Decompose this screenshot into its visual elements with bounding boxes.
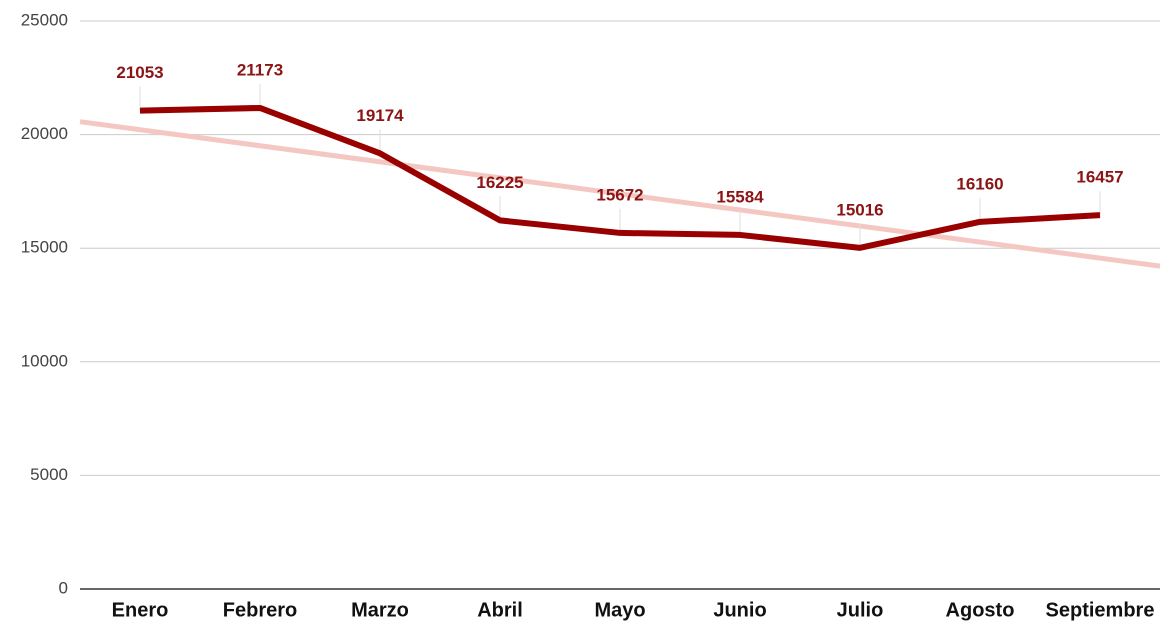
data-label: 16160 <box>956 174 1003 193</box>
x-tick-label: Marzo <box>351 599 409 621</box>
trendline <box>79 119 1161 269</box>
x-tick-label: Febrero <box>223 599 297 621</box>
x-tick-label: Agosto <box>946 599 1015 621</box>
x-tick-label: Enero <box>112 599 169 621</box>
x-tick-label: Julio <box>837 599 884 621</box>
x-tick-label: Mayo <box>594 599 645 621</box>
x-tick-label: Septiembre <box>1046 599 1155 621</box>
data-label: 21053 <box>116 63 163 82</box>
x-tick-label: Abril <box>477 599 523 621</box>
data-label: 16457 <box>1076 168 1123 187</box>
data-label: 15016 <box>836 200 883 219</box>
data-label: 15584 <box>716 187 764 206</box>
y-tick-label: 20000 <box>21 124 68 143</box>
y-tick-label: 10000 <box>21 351 68 370</box>
x-tick-label: Junio <box>713 599 766 621</box>
data-label: 15672 <box>596 185 643 204</box>
data-label: 19174 <box>356 106 404 125</box>
data-label: 21173 <box>237 60 283 79</box>
y-tick-label: 15000 <box>21 238 68 257</box>
y-tick-label: 25000 <box>21 10 68 29</box>
y-tick-label: 5000 <box>30 465 68 484</box>
data-line <box>139 104 1101 251</box>
y-tick-label: 0 <box>59 578 68 597</box>
data-label: 16225 <box>476 173 523 192</box>
